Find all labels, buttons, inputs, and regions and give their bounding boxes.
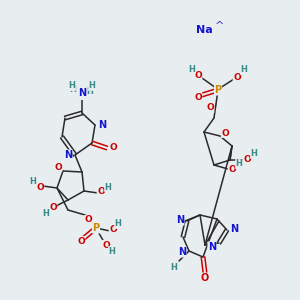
Text: O: O xyxy=(49,202,57,211)
Text: O: O xyxy=(206,103,214,112)
Text: H: H xyxy=(115,220,122,229)
Text: O: O xyxy=(233,73,241,82)
Text: O: O xyxy=(221,128,229,137)
Text: O: O xyxy=(109,143,117,152)
Text: O: O xyxy=(97,188,105,196)
Text: H: H xyxy=(105,182,111,191)
Text: O: O xyxy=(194,71,202,80)
Text: H: H xyxy=(70,85,76,94)
Text: N: N xyxy=(78,91,86,100)
Text: N: N xyxy=(176,215,184,225)
Text: H: H xyxy=(241,65,248,74)
Text: N: N xyxy=(230,224,238,234)
Text: P: P xyxy=(214,85,222,95)
Text: H: H xyxy=(30,176,36,185)
Text: O: O xyxy=(201,273,209,283)
Text: H: H xyxy=(171,262,177,272)
Text: O: O xyxy=(109,226,117,235)
Text: P: P xyxy=(92,223,100,233)
Text: H: H xyxy=(43,208,50,217)
Text: O: O xyxy=(243,154,251,164)
Text: N: N xyxy=(208,242,216,252)
Text: N: N xyxy=(98,120,106,130)
Text: H: H xyxy=(250,149,257,158)
Text: O: O xyxy=(77,236,85,245)
Text: O: O xyxy=(54,163,62,172)
Text: O: O xyxy=(102,241,110,250)
Text: O: O xyxy=(194,92,202,101)
Text: H: H xyxy=(189,64,195,74)
Text: N: N xyxy=(78,88,86,98)
Text: ^: ^ xyxy=(215,21,224,31)
Text: N: N xyxy=(64,150,72,160)
Text: O: O xyxy=(228,166,236,175)
Text: H: H xyxy=(69,82,75,91)
Text: O: O xyxy=(36,182,44,191)
Text: O: O xyxy=(84,215,92,224)
Text: H: H xyxy=(87,86,93,95)
Text: Na: Na xyxy=(196,25,213,35)
Text: H: H xyxy=(109,247,116,256)
Text: H: H xyxy=(236,160,242,169)
Text: N: N xyxy=(178,247,186,257)
Text: H: H xyxy=(88,82,95,91)
